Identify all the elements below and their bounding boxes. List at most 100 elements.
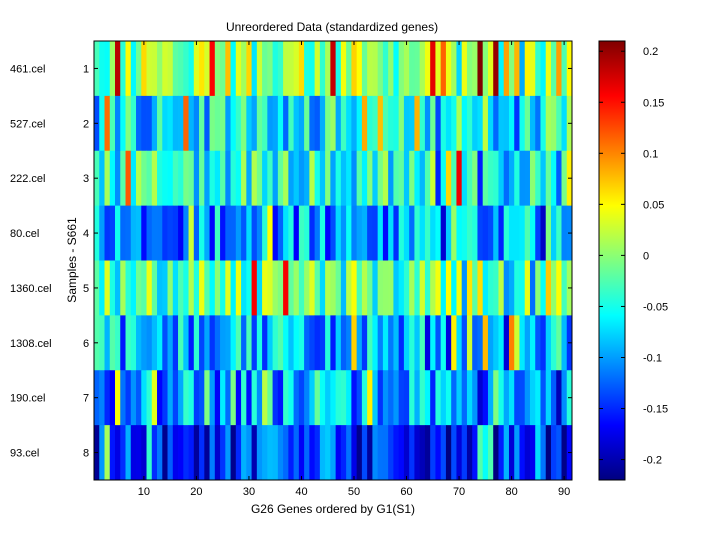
heatmap-cell: [508, 425, 515, 481]
heatmap-cell: [330, 315, 337, 371]
heatmap-cell: [151, 150, 158, 207]
heatmap-cell: [466, 425, 473, 481]
heatmap-cell: [220, 41, 226, 97]
heatmap-cell: [466, 41, 473, 97]
heatmap-cell: [304, 150, 310, 207]
heatmap-cell: [524, 425, 531, 481]
heatmap-cell: [141, 205, 147, 261]
heatmap-cell: [508, 150, 515, 207]
heatmap-cell: [340, 95, 347, 152]
heatmap-cell: [246, 370, 252, 426]
heatmap-cell: [440, 260, 447, 316]
heatmap-cell: [214, 315, 221, 371]
heatmap-cell: [183, 425, 189, 481]
heatmap-cell: [230, 315, 237, 371]
heatmap-cell: [104, 205, 111, 261]
heatmap-cell: [199, 425, 205, 481]
heatmap-cell: [330, 260, 337, 316]
heatmap-cell: [120, 260, 126, 316]
sample-label: 1360.cel: [10, 283, 52, 295]
colorbar-tick-label: -0.05: [643, 301, 668, 313]
heatmap-cell: [330, 41, 337, 97]
heatmap-cell: [162, 315, 168, 371]
heatmap-cell: [482, 205, 489, 261]
heatmap-cell: [466, 315, 473, 371]
heatmap-cell: [241, 41, 247, 97]
heatmap-cell: [346, 95, 352, 152]
heatmap-cell: [529, 370, 536, 426]
heatmap-cell: [99, 315, 105, 371]
heatmap-cell: [109, 41, 116, 97]
heatmap-cell: [493, 150, 499, 207]
heatmap-cell: [298, 260, 305, 316]
heatmap-cell: [561, 315, 568, 371]
heatmap-cell: [104, 150, 111, 207]
heatmap-cell: [393, 150, 400, 207]
heatmap-cell: [293, 95, 300, 152]
heatmap-cell: [508, 41, 515, 97]
heatmap-cell: [445, 260, 452, 316]
heatmap-cell: [440, 205, 447, 261]
heatmap-cell: [414, 41, 421, 97]
heatmap-cell: [414, 315, 421, 371]
heatmap-cell: [403, 260, 410, 316]
heatmap-cell: [109, 425, 116, 481]
heatmap-cell: [325, 150, 331, 207]
heatmap-cell: [104, 425, 111, 481]
heatmap-cell: [325, 41, 331, 97]
heatmap-cell: [277, 260, 284, 316]
heatmap-cell: [298, 41, 305, 97]
heatmap-cell: [319, 260, 326, 316]
heatmap-cell: [503, 150, 510, 207]
heatmap-cell: [440, 150, 447, 207]
heatmap-cell: [377, 425, 384, 481]
heatmap-cell: [99, 150, 105, 207]
heatmap-cell: [545, 150, 552, 207]
heatmap-cell: [314, 370, 321, 426]
heatmap-cell: [309, 95, 316, 152]
heatmap-cell: [188, 41, 195, 97]
heatmap-cell: [346, 150, 352, 207]
heatmap-cell: [199, 95, 205, 152]
heatmap-cell: [430, 260, 436, 316]
heatmap-cell: [524, 150, 531, 207]
heatmap-cell: [141, 95, 147, 152]
heatmap-cell: [382, 41, 389, 97]
heatmap-cell: [466, 205, 473, 261]
heatmap-cell: [493, 95, 499, 152]
heatmap-cell: [451, 205, 457, 261]
heatmap-cell: [288, 260, 294, 316]
heatmap-cell: [246, 425, 252, 481]
heatmap-cell: [241, 150, 247, 207]
heatmap-cell: [550, 150, 557, 207]
heatmap-cell: [367, 260, 373, 316]
heatmap-cell: [204, 425, 210, 481]
heatmap-cell: [514, 150, 520, 207]
heatmap-cell: [561, 41, 568, 97]
heatmap-cell: [251, 41, 258, 97]
heatmap-cell: [493, 315, 499, 371]
heatmap-cell: [157, 425, 163, 481]
heatmap-cell: [256, 425, 263, 481]
heatmap-cell: [262, 150, 268, 207]
heatmap-cell: [272, 425, 279, 481]
heatmap-cell: [482, 425, 489, 481]
heatmap-cell: [524, 260, 531, 316]
heatmap-cell: [361, 205, 368, 261]
heatmap-cell: [561, 370, 568, 426]
colorbar-tick-label: -0.2: [643, 455, 662, 467]
heatmap-cell: [193, 315, 200, 371]
heatmap-cell: [162, 425, 168, 481]
heatmap-cell: [498, 425, 505, 481]
heatmap-cell: [225, 315, 231, 371]
heatmap-cell: [503, 41, 510, 97]
heatmap-cell: [346, 205, 352, 261]
heatmap-cell: [367, 315, 373, 371]
heatmap-cell: [529, 205, 536, 261]
heatmap-cell: [524, 205, 531, 261]
heatmap-cell: [319, 95, 326, 152]
heatmap-cell: [293, 315, 300, 371]
heatmap-cell: [120, 205, 126, 261]
heatmap-cell: [136, 150, 142, 207]
heatmap-cell: [393, 95, 400, 152]
